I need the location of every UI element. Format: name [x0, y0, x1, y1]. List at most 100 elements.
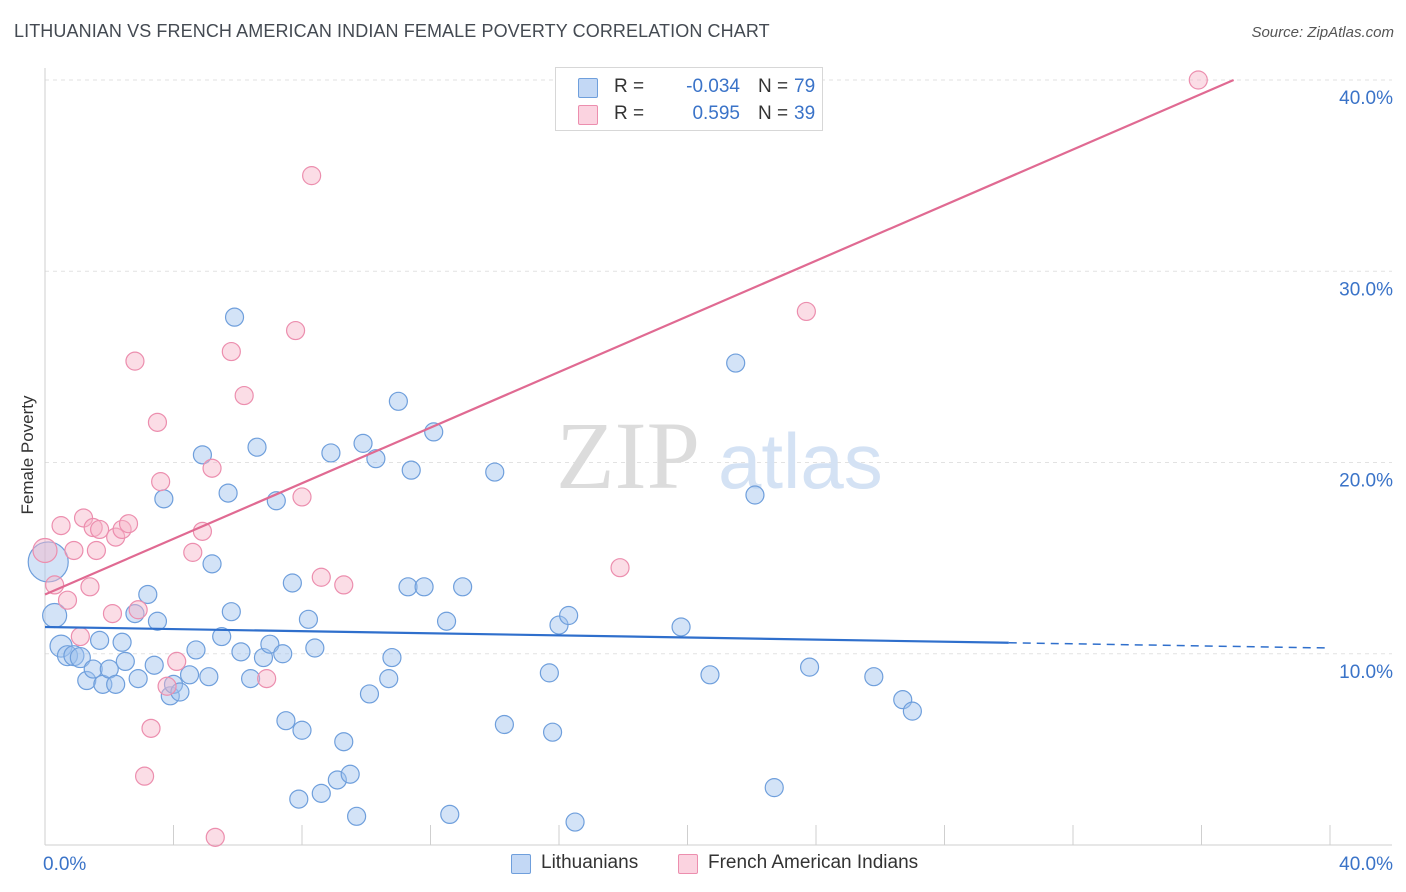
- point-french-american-indians: [134, 766, 155, 786]
- point-french-american-indians: [64, 540, 84, 561]
- y-tick-label: 10.0%: [1339, 662, 1393, 683]
- point-french-american-indians: [205, 827, 225, 847]
- legend-n-label: N =: [758, 103, 789, 124]
- point-french-american-indians: [102, 603, 123, 624]
- point-french-american-indians: [157, 676, 177, 696]
- point-french-american-indians: [1188, 70, 1208, 90]
- point-lithuanians: [453, 577, 473, 597]
- point-lithuanians: [902, 701, 922, 721]
- point-lithuanians: [106, 674, 126, 694]
- point-lithuanians: [539, 663, 559, 683]
- point-lithuanians: [494, 714, 514, 735]
- y-tick-label: 40.0%: [1339, 88, 1393, 109]
- legend-n-value: 79: [794, 76, 816, 97]
- point-lithuanians: [764, 778, 784, 798]
- point-lithuanians: [69, 646, 91, 669]
- point-lithuanians: [273, 644, 293, 664]
- point-lithuanians: [388, 391, 408, 411]
- legend-n-label: N =: [758, 76, 789, 97]
- axes: [44, 68, 1392, 846]
- bottom-legend-label-french-american-indians: French American Indians: [708, 852, 919, 873]
- point-french-american-indians: [141, 718, 161, 738]
- legend-r-label: R =: [614, 103, 645, 124]
- point-french-american-indians: [796, 301, 816, 322]
- legend-r-value: 0.595: [692, 103, 740, 124]
- point-french-american-indians: [32, 537, 58, 564]
- point-lithuanians: [311, 783, 331, 803]
- point-lithuanians: [700, 665, 720, 685]
- point-lithuanians: [292, 720, 312, 740]
- legend-n-value: 39: [794, 103, 816, 124]
- trend-lines: [44, 78, 1331, 649]
- point-lithuanians: [398, 577, 418, 597]
- point-lithuanians: [542, 722, 563, 742]
- point-lithuanians: [289, 789, 309, 809]
- point-lithuanians: [347, 806, 367, 826]
- point-lithuanians: [221, 602, 241, 622]
- trend-line-french-american-indians: [44, 78, 1235, 596]
- data-points: [27, 70, 1208, 847]
- point-french-american-indians: [57, 590, 78, 610]
- grid-lines: [45, 79, 1392, 655]
- point-lithuanians: [202, 554, 222, 574]
- point-lithuanians: [77, 670, 97, 691]
- chart-title: LITHUANIAN VS FRENCH AMERICAN INDIAN FEM…: [14, 21, 770, 41]
- x-tick-label: 0.0%: [43, 854, 86, 875]
- point-lithuanians: [401, 460, 421, 480]
- point-french-american-indians: [90, 519, 110, 540]
- point-lithuanians: [485, 462, 505, 482]
- trend-line-lithuanians-extension: [1008, 642, 1331, 649]
- y-tick-label: 30.0%: [1339, 279, 1393, 300]
- point-lithuanians: [218, 483, 238, 503]
- point-french-american-indians: [125, 351, 145, 371]
- point-french-american-indians: [334, 575, 354, 595]
- point-lithuanians: [144, 655, 164, 675]
- point-lithuanians: [231, 642, 251, 662]
- point-lithuanians: [379, 669, 399, 689]
- point-lithuanians: [241, 669, 261, 689]
- point-lithuanians: [179, 665, 200, 685]
- tick-labels: 10.0% 20.0% 30.0% 40.0% 0.0% 40.0%: [43, 88, 1393, 875]
- point-french-american-indians: [192, 521, 213, 541]
- correlation-legend: R = -0.034 N = 79 R = 0.595 N = 39: [555, 67, 823, 131]
- point-french-american-indians: [202, 458, 222, 478]
- point-lithuanians: [334, 732, 354, 752]
- bottom-legend-label-lithuanians: Lithuanians: [541, 852, 639, 873]
- point-french-american-indians: [292, 487, 312, 507]
- trend-line-lithuanians: [44, 625, 1009, 644]
- point-lithuanians: [559, 605, 579, 626]
- legend-r-value: -0.034: [686, 76, 740, 97]
- chart-source: Source: ZipAtlas.com: [1251, 24, 1394, 41]
- y-tick-label: 20.0%: [1339, 471, 1393, 492]
- point-lithuanians: [247, 437, 267, 457]
- watermark: ZIP atlas: [556, 402, 883, 509]
- point-lithuanians: [799, 657, 820, 677]
- point-french-american-indians: [221, 341, 241, 362]
- point-french-american-indians: [86, 540, 107, 561]
- point-lithuanians: [565, 812, 585, 832]
- point-lithuanians: [353, 433, 373, 453]
- point-lithuanians: [224, 307, 245, 327]
- point-french-american-indians: [183, 542, 203, 562]
- legend-swatch-lithuanians: [578, 78, 598, 98]
- point-lithuanians: [436, 611, 457, 631]
- legend-swatch-french-american-indians: [578, 105, 598, 125]
- point-lithuanians: [864, 667, 884, 687]
- point-lithuanians: [298, 609, 319, 629]
- point-lithuanians: [260, 634, 280, 654]
- point-lithuanians: [154, 489, 174, 509]
- legend-r-label: R =: [614, 76, 645, 97]
- point-lithuanians: [382, 647, 402, 668]
- point-french-american-indians: [311, 567, 331, 587]
- point-lithuanians: [199, 667, 219, 687]
- point-french-american-indians: [610, 558, 630, 578]
- watermark-atlas: atlas: [718, 417, 883, 505]
- point-lithuanians: [115, 651, 135, 672]
- point-lithuanians: [112, 632, 132, 652]
- point-lithuanians: [414, 577, 434, 597]
- point-french-american-indians: [106, 527, 126, 547]
- point-lithuanians: [128, 669, 148, 689]
- point-lithuanians: [340, 764, 360, 784]
- point-lithuanians: [305, 638, 325, 658]
- point-lithuanians: [192, 445, 213, 465]
